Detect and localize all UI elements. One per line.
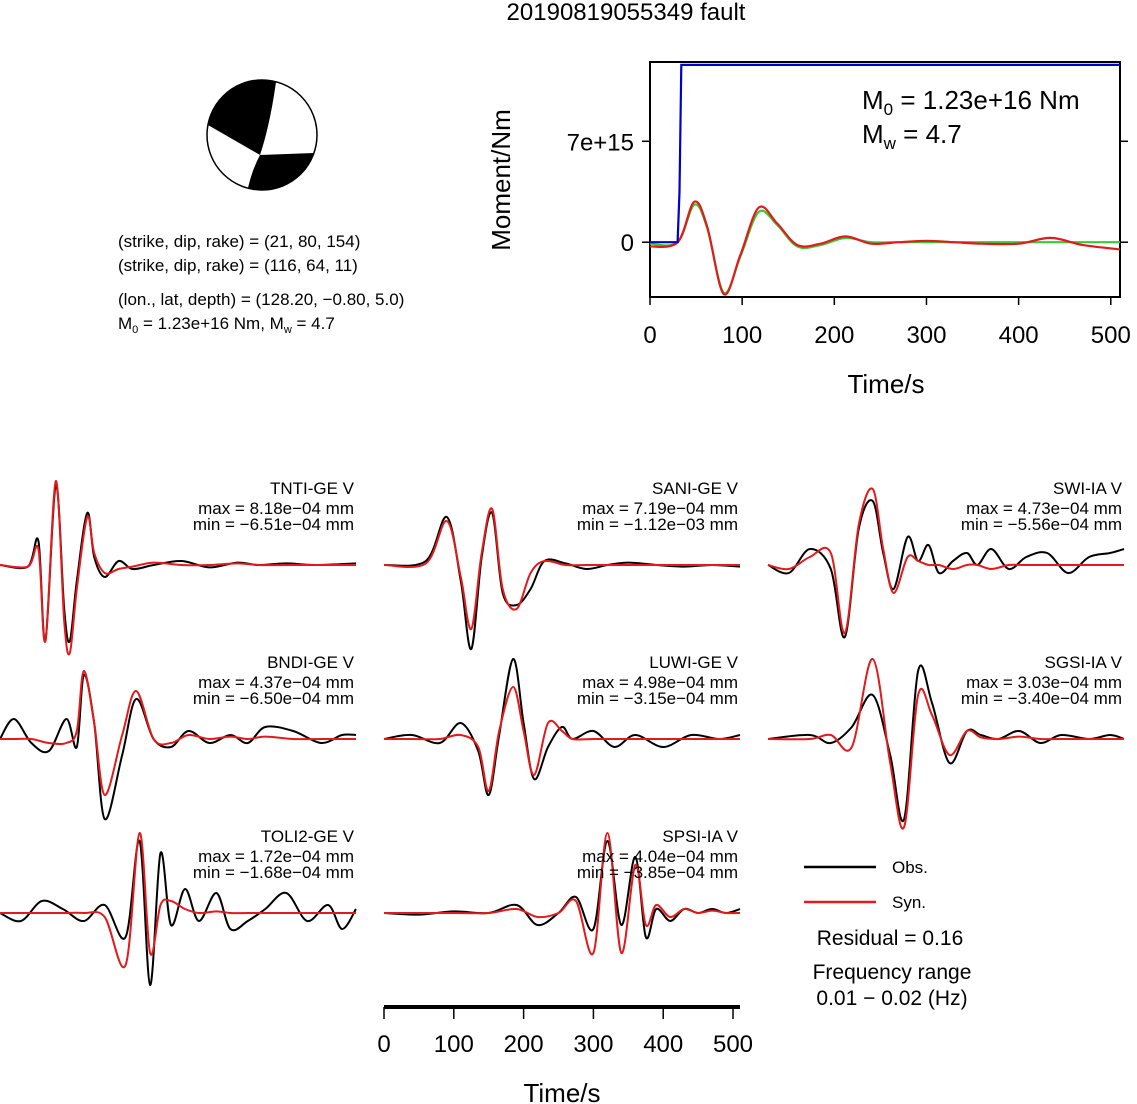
station-name: SWI-IA V — [1053, 479, 1123, 498]
moment-y-label: Moment/Nm — [486, 109, 516, 251]
moment-series-blue — [650, 63, 1120, 244]
moment-mw-annotation: Mw = 4.7 — [862, 119, 962, 153]
syn-trace — [767, 657, 1124, 830]
residual-text: Residual = 0.16 — [817, 927, 964, 950]
station-max: max = 3.03e−04 mm — [966, 673, 1122, 692]
station-max: max = 8.18e−04 mm — [198, 499, 354, 518]
beachball-icon — [206, 79, 318, 191]
moment-series-red — [649, 200, 1121, 296]
station-min: min = −6.50e−04 mm — [193, 689, 354, 708]
station-min: min = −6.51e−04 mm — [193, 515, 354, 534]
info-line-2: (strike, dip, rake) = (116, 64, 11) — [118, 256, 358, 275]
waveform-x-tick-label: 0 — [377, 1031, 390, 1058]
syn-trace — [0, 479, 356, 656]
moment-y-tick-label: 7e+15 — [567, 129, 634, 156]
station-name: TOLI2-GE V — [261, 827, 355, 846]
station-min: min = −1.12e−03 mm — [577, 515, 738, 534]
frequency-title: Frequency range — [813, 961, 972, 984]
obs-trace — [767, 499, 1125, 639]
syn-trace — [383, 507, 740, 631]
station-min: min = −5.56e−04 mm — [961, 515, 1122, 534]
obs-trace — [0, 673, 357, 821]
station-max: max = 4.98e−04 mm — [582, 673, 738, 692]
moment-plot-frame — [649, 61, 1121, 298]
moment-m0-annotation: M0 = 1.23e+16 Nm — [862, 85, 1080, 119]
syn-trace — [384, 831, 741, 956]
solution-info: (strike, dip, rake) = (21, 80, 154) (str… — [118, 232, 404, 336]
moment-series-green — [649, 203, 1121, 295]
moment-y-axis: 0 7e+15 — [567, 129, 1128, 257]
moment-x-label: Time/s — [847, 369, 924, 399]
station-min: min = −3.40e−04 mm — [961, 689, 1122, 708]
station-max: max = 7.19e−04 mm — [582, 499, 738, 518]
moment-plot: 0 100 200 300 400 500 0 7e+15 Moment/Nm Time/s… — [486, 61, 1131, 399]
station-max: max = 4.37e−04 mm — [198, 673, 354, 692]
waveform-time-axis: 0 100 200 300 400 500 — [377, 1005, 753, 1058]
syn-trace — [0, 669, 356, 797]
obs-trace — [0, 839, 357, 987]
station-name: SPSI-IA V — [662, 827, 738, 846]
syn-trace — [0, 831, 356, 969]
moment-x-tick-label: 300 — [906, 322, 946, 349]
moment-x-axis: 0 100 200 300 400 500 — [643, 297, 1131, 349]
frequency-value: 0.01 − 0.02 (Hz) — [816, 987, 967, 1010]
station-max: max = 4.73e−04 mm — [966, 499, 1122, 518]
syn-trace — [767, 487, 1124, 635]
station-max: max = 1.72e−04 mm — [198, 847, 354, 866]
obs-trace — [383, 657, 741, 797]
station-max: max = 4.04e−04 mm — [582, 847, 738, 866]
legend-syn-label: Syn. — [892, 893, 926, 912]
waveform-x-tick-label: 300 — [573, 1031, 613, 1058]
waveform-x-label: Time/s — [523, 1078, 600, 1104]
station-min: min = −3.15e−04 mm — [577, 689, 738, 708]
info-line-3: (lon., lat, depth) = (128.20, −0.80, 5.0… — [118, 290, 404, 309]
station-name: BNDI-GE V — [267, 653, 355, 672]
waveform-x-tick-label: 400 — [643, 1031, 683, 1058]
moment-x-tick-label: 400 — [999, 322, 1039, 349]
legend-obs-label: Obs. — [892, 858, 928, 877]
info-line-1: (strike, dip, rake) = (21, 80, 154) — [118, 232, 360, 251]
syn-trace — [384, 685, 740, 793]
moment-x-tick-label: 500 — [1091, 322, 1131, 349]
waveform-x-tick-label: 200 — [504, 1031, 544, 1058]
waveform-x-tick-label: 100 — [434, 1031, 474, 1058]
station-name: LUWI-GE V — [649, 653, 738, 672]
moment-x-tick-label: 100 — [722, 322, 762, 349]
station-name: TNTI-GE V — [270, 479, 355, 498]
legend: Obs. Syn. Residual = 0.16 Frequency rang… — [804, 858, 971, 1010]
waveform-x-tick-label: 500 — [713, 1031, 753, 1058]
station-name: SANI-GE V — [652, 479, 739, 498]
moment-x-tick-label: 0 — [643, 322, 656, 349]
moment-y-tick-label: 0 — [621, 230, 634, 257]
figure-title: 20190819055349 fault — [507, 0, 746, 26]
station-name: SGSI-IA V — [1045, 653, 1123, 672]
station-min: min = −3.85e−04 mm — [577, 863, 738, 882]
station-min: min = −1.68e−04 mm — [193, 863, 354, 882]
info-line-4: M0 = 1.23e+16 Nm, Mw = 4.7 — [118, 314, 335, 336]
moment-x-tick-label: 200 — [814, 322, 854, 349]
